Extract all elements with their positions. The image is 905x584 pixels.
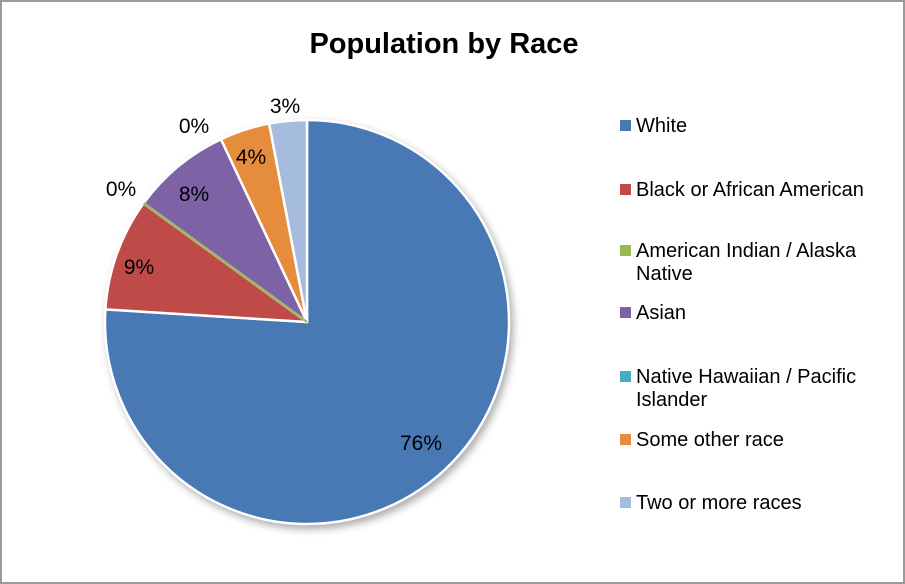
pie-slice-two-or-more-races: [267, 118, 309, 324]
data-label-native-hawaiian-pacific-islander: 0%: [178, 115, 210, 138]
pie-slice-black-or-african-american: [104, 202, 309, 324]
data-label-american-indian-alaska-native: 0%: [105, 178, 137, 201]
legend-swatch-white: [620, 120, 631, 131]
legend-item-some-other-race: Some other race: [620, 429, 892, 452]
chart-title: Population by Race: [309, 28, 579, 60]
legend-item-asian: Asian: [620, 302, 892, 325]
data-label-asian: 8%: [178, 183, 210, 206]
legend: White Black or African American American…: [620, 2, 900, 582]
legend-label-two-or-more-races: Two or more races: [636, 492, 802, 514]
legend-label-black-or-african-american: Black or African American: [636, 179, 864, 201]
legend-swatch-asian: [620, 307, 631, 318]
legend-item-two-or-more-races: Two or more races: [620, 492, 892, 515]
legend-label-american-indian-alaska-native: American Indian / Alaska Native: [636, 240, 857, 285]
legend-swatch-black-or-african-american: [620, 184, 631, 195]
legend-item-american-indian-alaska-native: American Indian / Alaska Native: [620, 240, 892, 286]
legend-item-white: White: [620, 115, 892, 138]
legend-item-native-hawaiian-pacific-islander: Native Hawaiian / Pacific Islander: [620, 366, 892, 412]
legend-label-white: White: [636, 115, 688, 137]
legend-swatch-two-or-more-races: [620, 497, 631, 508]
data-label-some-other-race: 4%: [235, 146, 267, 169]
legend-label-asian: Asian: [636, 302, 687, 324]
legend-label-native-hawaiian-pacific-islander: Native Hawaiian / Pacific Islander: [636, 366, 857, 411]
legend-label-some-other-race: Some other race: [636, 429, 784, 451]
data-label-black-or-african-american: 9%: [123, 256, 155, 279]
data-label-two-or-more-races: 3%: [269, 95, 301, 118]
legend-swatch-some-other-race: [620, 434, 631, 445]
pie-sliver-american-indian-alaska-native: [142, 202, 308, 323]
pie-slice-asian: [142, 137, 309, 324]
legend-item-black-or-african-american: Black or African American: [620, 179, 892, 202]
legend-swatch-american-indian-alaska-native: [620, 245, 631, 256]
data-label-white: 76%: [399, 432, 443, 455]
legend-swatch-native-hawaiian-pacific-islander: [620, 371, 631, 382]
